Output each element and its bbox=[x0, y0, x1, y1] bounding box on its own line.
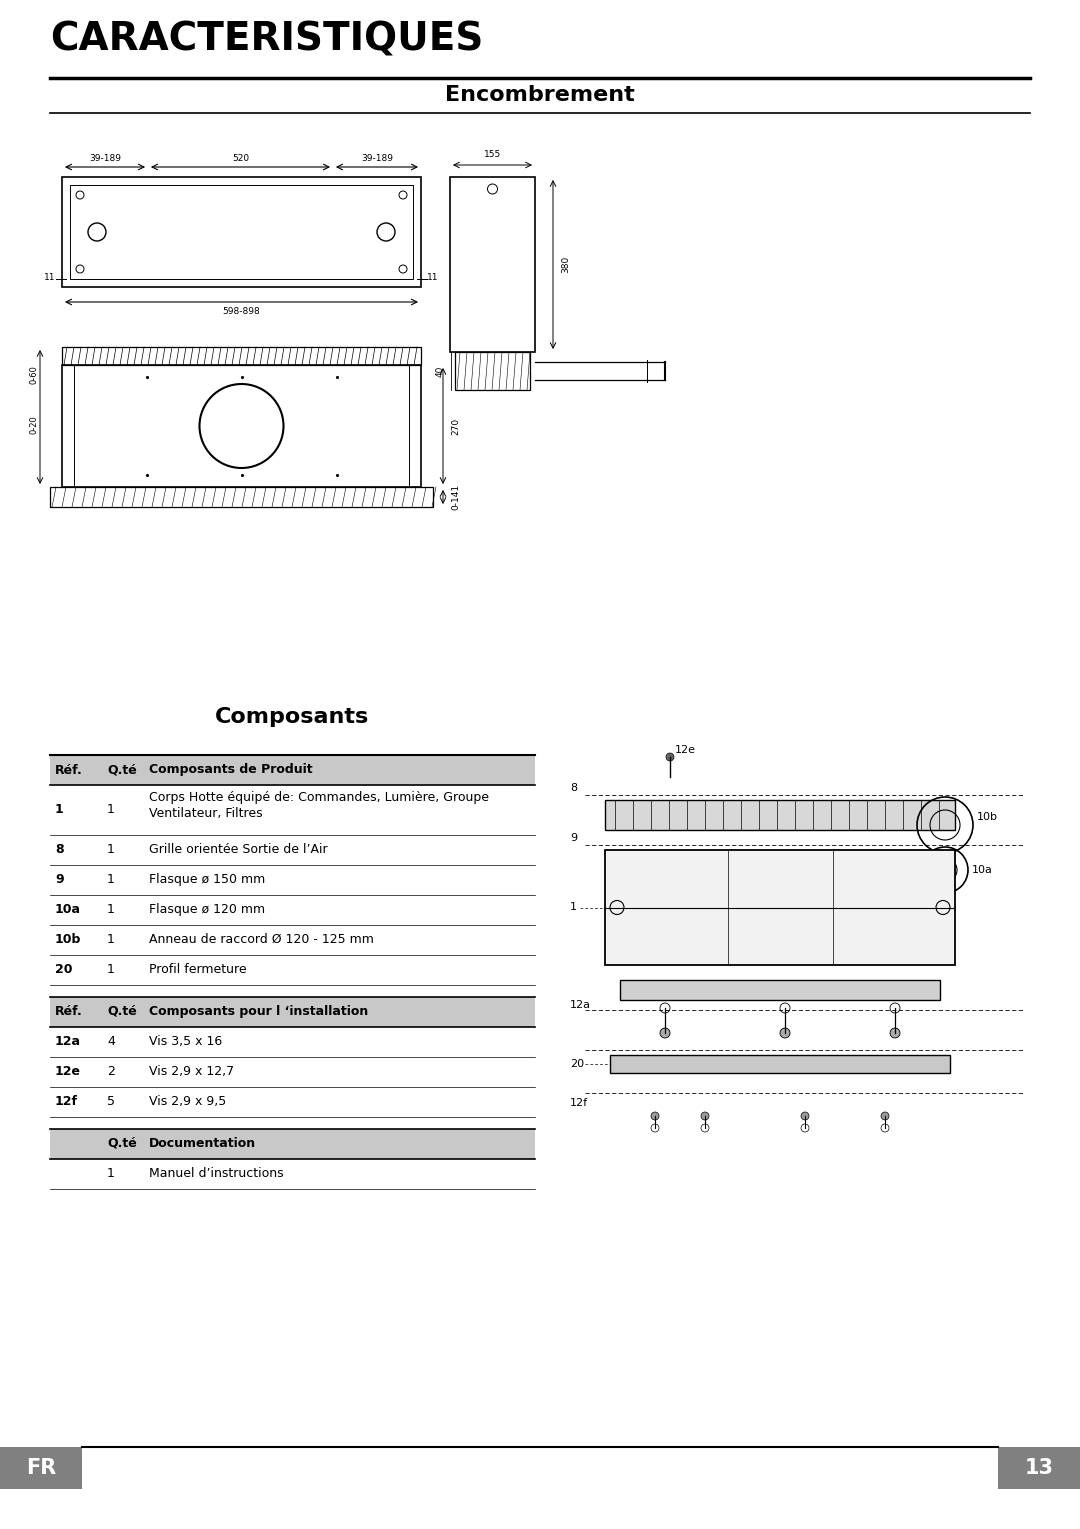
Text: 12f: 12f bbox=[570, 1098, 589, 1109]
Text: Q.té: Q.té bbox=[107, 1138, 137, 1150]
Bar bbox=[50, 755, 535, 784]
Text: 10a: 10a bbox=[55, 904, 81, 916]
Bar bbox=[50, 997, 535, 1026]
Text: CARACTERISTIQUES: CARACTERISTIQUES bbox=[50, 20, 484, 58]
Text: Corps Hotte équipé de: Commandes, Lumière, Groupe: Corps Hotte équipé de: Commandes, Lumièr… bbox=[149, 790, 489, 804]
Text: 10b: 10b bbox=[977, 812, 998, 823]
Text: 0-60: 0-60 bbox=[29, 365, 39, 384]
Bar bbox=[450, 177, 535, 352]
Circle shape bbox=[801, 1112, 809, 1121]
Bar bbox=[50, 488, 433, 508]
Text: Réf.: Réf. bbox=[55, 763, 83, 777]
Text: Vis 2,9 x 9,5: Vis 2,9 x 9,5 bbox=[149, 1095, 226, 1109]
Text: 10a: 10a bbox=[972, 865, 993, 875]
Bar bbox=[62, 177, 421, 287]
Text: 12a: 12a bbox=[55, 1035, 81, 1047]
Text: 1: 1 bbox=[107, 1167, 114, 1180]
Text: 20: 20 bbox=[570, 1060, 584, 1069]
Text: 10b: 10b bbox=[55, 933, 81, 946]
Text: 380: 380 bbox=[561, 255, 570, 274]
Text: 1: 1 bbox=[570, 902, 577, 913]
Text: Grille orientée Sortie de l’Air: Grille orientée Sortie de l’Air bbox=[149, 842, 327, 856]
Text: 13: 13 bbox=[1025, 1459, 1053, 1479]
Text: Composants pour l ‘installation: Composants pour l ‘installation bbox=[149, 1005, 368, 1018]
Bar bbox=[62, 347, 421, 365]
Bar bbox=[62, 365, 421, 488]
Text: 40: 40 bbox=[436, 365, 445, 376]
Text: Documentation: Documentation bbox=[149, 1138, 256, 1150]
Text: Flasque ø 120 mm: Flasque ø 120 mm bbox=[149, 904, 265, 916]
Text: 1: 1 bbox=[107, 873, 114, 885]
Text: 2: 2 bbox=[107, 1066, 114, 1078]
Text: Anneau de raccord Ø 120 - 125 mm: Anneau de raccord Ø 120 - 125 mm bbox=[149, 933, 374, 946]
Text: 5: 5 bbox=[107, 1095, 114, 1109]
Text: Encombrement: Encombrement bbox=[445, 86, 635, 106]
Bar bbox=[455, 352, 530, 390]
Text: 1: 1 bbox=[55, 803, 64, 816]
Circle shape bbox=[780, 1027, 789, 1038]
Bar bbox=[70, 185, 413, 278]
Text: 1: 1 bbox=[107, 842, 114, 856]
Circle shape bbox=[701, 1112, 708, 1121]
Text: Manuel d’instructions: Manuel d’instructions bbox=[149, 1167, 284, 1180]
Text: Q.té: Q.té bbox=[107, 763, 137, 777]
Text: 4: 4 bbox=[107, 1035, 114, 1047]
Text: Ventilateur, Filtres: Ventilateur, Filtres bbox=[149, 807, 262, 820]
Bar bbox=[610, 1055, 950, 1073]
Text: 11: 11 bbox=[44, 272, 56, 281]
Bar bbox=[620, 980, 940, 1000]
Text: 12a: 12a bbox=[570, 1000, 591, 1011]
Circle shape bbox=[666, 752, 674, 761]
Text: Composants: Composants bbox=[215, 706, 369, 726]
Text: 12e: 12e bbox=[55, 1066, 81, 1078]
Circle shape bbox=[890, 1027, 900, 1038]
Text: 12e: 12e bbox=[675, 745, 696, 755]
Text: 39-189: 39-189 bbox=[361, 154, 393, 164]
Text: Réf.: Réf. bbox=[55, 1005, 83, 1018]
Text: Vis 3,5 x 16: Vis 3,5 x 16 bbox=[149, 1035, 222, 1047]
Text: 1: 1 bbox=[107, 963, 114, 976]
Circle shape bbox=[651, 1112, 659, 1121]
Text: FR: FR bbox=[26, 1459, 56, 1479]
Text: Composants de Produit: Composants de Produit bbox=[149, 763, 312, 777]
Text: 1: 1 bbox=[107, 803, 114, 816]
Bar bbox=[998, 1446, 1080, 1489]
Text: Flasque ø 150 mm: Flasque ø 150 mm bbox=[149, 873, 266, 885]
Text: 520: 520 bbox=[232, 154, 249, 164]
Text: 8: 8 bbox=[570, 783, 577, 794]
Text: 9: 9 bbox=[570, 833, 577, 842]
Bar bbox=[50, 1128, 535, 1159]
Text: 0-20: 0-20 bbox=[29, 416, 39, 434]
Circle shape bbox=[881, 1112, 889, 1121]
Text: Q.té: Q.té bbox=[107, 1005, 137, 1018]
Text: 598-898: 598-898 bbox=[222, 307, 260, 317]
Text: Profil fermeture: Profil fermeture bbox=[149, 963, 246, 976]
Text: 155: 155 bbox=[484, 150, 501, 159]
Text: 1: 1 bbox=[107, 933, 114, 946]
Text: 39-189: 39-189 bbox=[89, 154, 121, 164]
Circle shape bbox=[660, 1027, 670, 1038]
Text: 9: 9 bbox=[55, 873, 64, 885]
Text: 8: 8 bbox=[55, 842, 64, 856]
Text: 20: 20 bbox=[55, 963, 72, 976]
Text: 270: 270 bbox=[451, 417, 460, 434]
Text: 11: 11 bbox=[428, 272, 438, 281]
Text: 1: 1 bbox=[107, 904, 114, 916]
Text: 0-141: 0-141 bbox=[451, 485, 460, 511]
Bar bbox=[0, 1446, 82, 1489]
Text: 12f: 12f bbox=[55, 1095, 78, 1109]
Text: Vis 2,9 x 12,7: Vis 2,9 x 12,7 bbox=[149, 1066, 234, 1078]
Bar bbox=[605, 800, 955, 830]
Bar bbox=[605, 850, 955, 965]
